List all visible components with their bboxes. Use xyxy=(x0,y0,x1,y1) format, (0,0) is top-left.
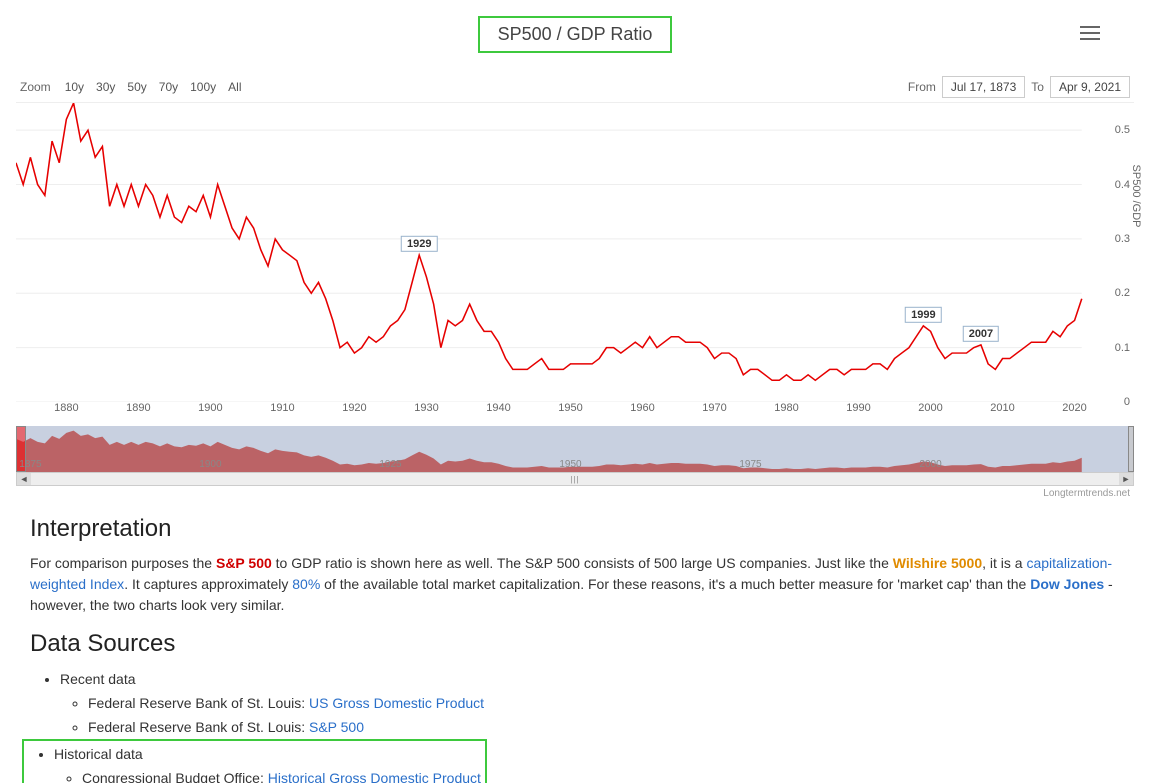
link-80pct[interactable]: 80% xyxy=(292,576,320,592)
y-tick: 0.3 xyxy=(1115,233,1130,245)
scroll-left-icon[interactable]: ◄ xyxy=(17,473,31,485)
interpretation-text: For comparison purposes the S&P 500 to G… xyxy=(30,553,1120,616)
nav-handle-right[interactable] xyxy=(1128,426,1134,472)
x-tick: 1900 xyxy=(198,402,222,414)
x-tick: 1990 xyxy=(846,402,870,414)
navigator[interactable]: 1875 1900 1925 1950 1975 2000 xyxy=(16,426,1134,472)
x-tick: 1880 xyxy=(54,402,78,414)
to-label: To xyxy=(1031,80,1044,94)
x-tick: 1910 xyxy=(270,402,294,414)
annotation-2007: 2007 xyxy=(963,326,999,342)
x-tick: 1950 xyxy=(558,402,582,414)
list-item: Historical data Congressional Budget Off… xyxy=(54,743,481,783)
x-tick: 1940 xyxy=(486,402,510,414)
nav-tick: 2000 xyxy=(919,459,941,470)
x-tick: 2000 xyxy=(918,402,942,414)
y-tick: 0.1 xyxy=(1115,342,1130,354)
list-item: Congressional Budget Office: Historical … xyxy=(82,767,481,783)
datasources-heading: Data Sources xyxy=(30,630,1120,658)
chart-controls: Zoom 10y30y50y70y100yAll From Jul 17, 18… xyxy=(16,76,1134,98)
main-chart[interactable]: 00.10.20.30.40.5 SP500 /GDP 192919992007 xyxy=(16,102,1134,402)
nav-tick: 1925 xyxy=(379,459,401,470)
y-tick: 0.2 xyxy=(1115,287,1130,299)
navigator-scrollbar[interactable]: ◄ ||| ► xyxy=(16,472,1134,486)
zoom-30y[interactable]: 30y xyxy=(90,78,121,96)
zoom-10y[interactable]: 10y xyxy=(59,78,90,96)
link-dowjones[interactable]: Dow Jones xyxy=(1030,576,1104,592)
x-tick: 1890 xyxy=(126,402,150,414)
link-fred-gdp[interactable]: US Gross Domestic Product xyxy=(309,695,484,711)
nav-tick: 1900 xyxy=(199,459,221,470)
list-item: Recent data Federal Reserve Bank of St. … xyxy=(60,668,1120,739)
historical-highlight-box: Historical data Congressional Budget Off… xyxy=(22,739,487,783)
zoom-50y[interactable]: 50y xyxy=(121,78,152,96)
chart-title: SP500 / GDP Ratio xyxy=(478,16,673,53)
zoom-label: Zoom xyxy=(20,80,51,94)
x-tick: 1970 xyxy=(702,402,726,414)
x-tick: 2020 xyxy=(1062,402,1086,414)
link-wilshire[interactable]: Wilshire 5000 xyxy=(893,555,982,571)
x-tick: 1980 xyxy=(774,402,798,414)
y-tick: 0.5 xyxy=(1115,124,1130,136)
zoom-70y[interactable]: 70y xyxy=(153,78,184,96)
zoom-All[interactable]: All xyxy=(222,78,247,96)
nav-tick: 1975 xyxy=(739,459,761,470)
credit-text: Longtermtrends.net xyxy=(16,488,1134,499)
list-item: Federal Reserve Bank of St. Louis: US Gr… xyxy=(88,692,1120,716)
x-tick: 2010 xyxy=(990,402,1014,414)
scroll-grip-icon[interactable]: ||| xyxy=(570,475,579,484)
scroll-right-icon[interactable]: ► xyxy=(1119,473,1133,485)
from-date-input[interactable]: Jul 17, 1873 xyxy=(942,76,1025,98)
y-axis-label: SP500 /GDP xyxy=(1130,164,1142,227)
x-tick: 1960 xyxy=(630,402,654,414)
nav-tick: 1875 xyxy=(19,459,41,470)
list-item: Federal Reserve Bank of St. Louis: S&P 5… xyxy=(88,716,1120,740)
annotation-1999: 1999 xyxy=(905,307,941,323)
link-cbo-gdp[interactable]: Historical Gross Domestic Product xyxy=(268,770,481,783)
interpretation-heading: Interpretation xyxy=(30,515,1120,543)
zoom-100y[interactable]: 100y xyxy=(184,78,222,96)
to-date-input[interactable]: Apr 9, 2021 xyxy=(1050,76,1130,98)
x-tick: 1920 xyxy=(342,402,366,414)
nav-tick: 1950 xyxy=(559,459,581,470)
link-sp500[interactable]: S&P 500 xyxy=(216,555,272,571)
menu-icon[interactable] xyxy=(1080,22,1100,40)
y-tick: 0.4 xyxy=(1115,179,1130,191)
from-label: From xyxy=(908,80,936,94)
link-fred-sp500[interactable]: S&P 500 xyxy=(309,719,364,735)
x-tick: 1930 xyxy=(414,402,438,414)
annotation-1929: 1929 xyxy=(401,236,437,252)
